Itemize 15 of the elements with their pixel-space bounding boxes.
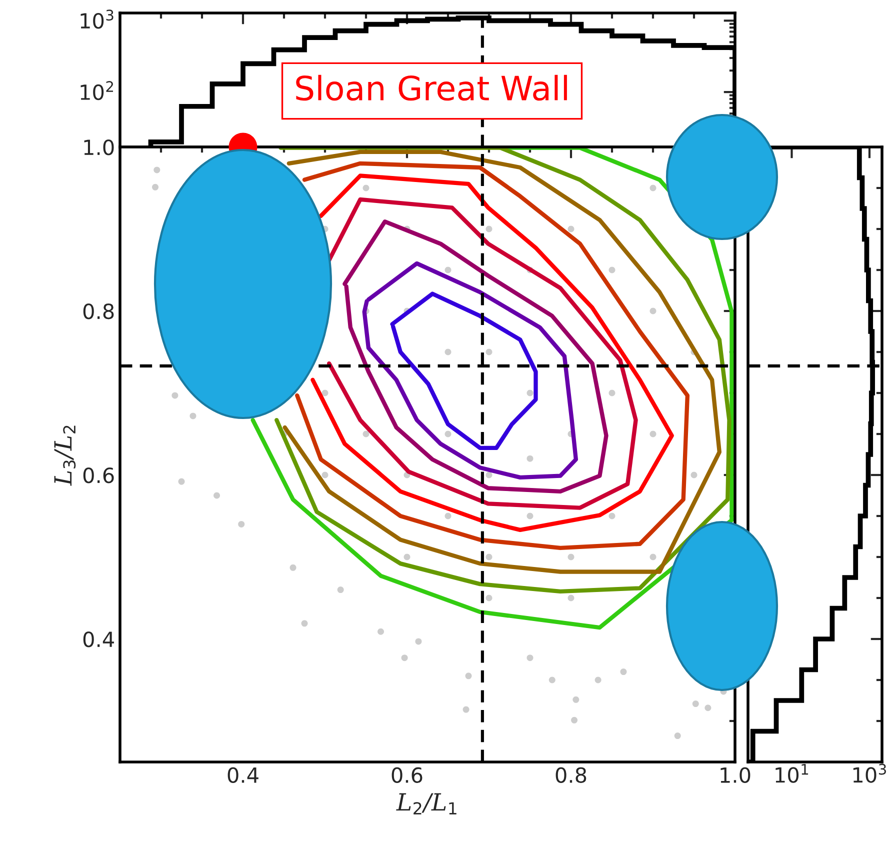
y-tick-label: 0.4	[83, 631, 114, 648]
y-tick-label: 0.6	[83, 467, 114, 484]
y-tick-label: 1.0	[84, 139, 114, 156]
x-tick-label: 0.6	[392, 767, 422, 783]
annotation: Sloan Great Wall	[296, 74, 567, 101]
x-tick-label: 0.8	[556, 767, 586, 783]
x-tick-label: 0.4	[228, 767, 258, 783]
x-tick-label: 10$^{1}$	[776, 764, 808, 783]
y-axis-title: L$_{3}$/L$_{2}$	[54, 426, 76, 486]
x-tick-label: 10$^{3}$	[853, 764, 886, 783]
x-tick-label: 1.0	[720, 767, 750, 783]
y-tick-label: 10$^{3}$	[80, 10, 114, 29]
y-tick-label: 10$^{2}$	[80, 81, 113, 100]
y-tick-label: 0.8	[83, 303, 114, 320]
x-axis-title: L$_{2}$/L$_{1}$	[396, 793, 456, 814]
